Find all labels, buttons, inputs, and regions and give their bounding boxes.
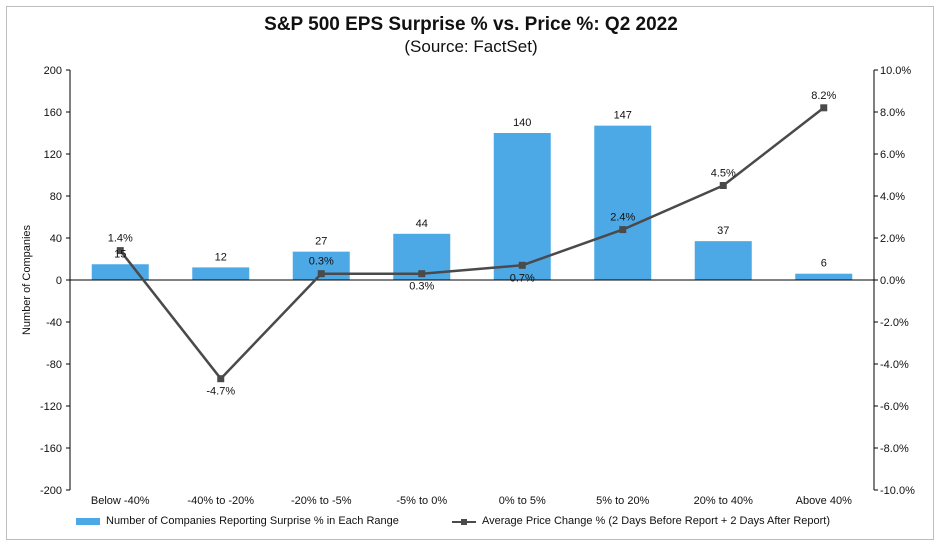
left-axis-tick-label: 160 xyxy=(44,107,62,119)
price-change-line xyxy=(119,106,825,380)
bar xyxy=(694,241,752,280)
line-point xyxy=(619,226,627,234)
line-data-label: 8.2% xyxy=(811,90,836,102)
x-axis-tick-label: Above 40% xyxy=(796,495,852,507)
line-point xyxy=(518,261,526,269)
chart-title: S&P 500 EPS Surprise % vs. Price %: Q2 2… xyxy=(264,14,678,35)
x-axis-tick-label: Below -40% xyxy=(91,495,150,507)
right-axis-tick-label: 8.0% xyxy=(880,107,905,119)
line-point xyxy=(116,247,124,255)
legend: Number of Companies Reporting Surprise %… xyxy=(0,515,942,533)
left-axis-tick-label: -40 xyxy=(46,317,62,329)
left-axis-tick-label: -200 xyxy=(40,485,62,497)
left-axis-tick-label: 80 xyxy=(50,191,62,203)
line-data-label: -4.7% xyxy=(206,386,235,398)
bar-data-label: 6 xyxy=(821,258,827,270)
legend-bar-label: Number of Companies Reporting Surprise %… xyxy=(106,515,399,527)
chart-frame xyxy=(6,6,934,540)
line-data-label: 0.7% xyxy=(510,272,535,284)
x-axis-tick-label: -20% to -5% xyxy=(291,495,352,507)
right-axis-tick-label: -4.0% xyxy=(880,359,909,371)
x-axis-tick-label: 5% to 20% xyxy=(596,495,649,507)
bar-data-label: 140 xyxy=(513,117,531,129)
right-axis-tick-label: -2.0% xyxy=(880,317,909,329)
right-axis-tick-label: 2.0% xyxy=(880,233,905,245)
x-axis-tick-label: -40% to -20% xyxy=(187,495,254,507)
bar xyxy=(795,273,853,280)
right-axis-tick-label: 4.0% xyxy=(880,191,905,203)
line-point xyxy=(217,375,225,383)
right-axis-tick-label: -10.0% xyxy=(880,485,915,497)
chart-subtitle: (Source: FactSet) xyxy=(404,37,538,56)
right-axis-tick-label: -8.0% xyxy=(880,443,909,455)
right-axis-tick-label: 10.0% xyxy=(880,65,911,77)
x-axis-tick-label: -5% to 0% xyxy=(396,495,447,507)
legend-item-bars: Number of Companies Reporting Surprise %… xyxy=(76,515,399,527)
bar-data-label: 12 xyxy=(215,251,227,263)
bar xyxy=(594,125,652,281)
left-axis-tick-label: -120 xyxy=(40,401,62,413)
x-axis-tick-label: 20% to 40% xyxy=(694,495,754,507)
line-point xyxy=(719,182,727,189)
line-data-label: 0.3% xyxy=(409,281,434,293)
left-axis-tick-label: 0 xyxy=(56,275,62,287)
line-point xyxy=(317,270,325,278)
line-data-label: 4.5% xyxy=(711,168,736,180)
bar-data-label: 147 xyxy=(614,110,632,122)
right-axis-tick-label: 6.0% xyxy=(880,149,905,161)
line-point xyxy=(820,104,828,112)
legend-line-swatch xyxy=(452,518,476,525)
line-point xyxy=(418,270,426,278)
bar xyxy=(493,133,551,280)
left-axis-tick-label: 120 xyxy=(44,149,62,161)
line-data-label: 0.3% xyxy=(309,256,334,268)
x-axis-tick-label: 0% to 5% xyxy=(499,495,546,507)
bar-data-label: 44 xyxy=(416,218,428,230)
line-data-label: 2.4% xyxy=(610,212,635,224)
line-data-label: 1.4% xyxy=(108,233,133,245)
right-axis-tick-label: 0.0% xyxy=(880,275,905,287)
right-axis-tick-label: -6.0% xyxy=(880,401,909,413)
left-axis-tick-label: -80 xyxy=(46,359,62,371)
bar xyxy=(192,267,250,280)
left-axis-tick-label: -160 xyxy=(40,443,62,455)
legend-bar-swatch xyxy=(76,517,100,525)
legend-line-label: Average Price Change % (2 Days Before Re… xyxy=(482,515,830,527)
left-axis-tick-label: 40 xyxy=(50,233,62,245)
bar-data-label: 37 xyxy=(717,225,729,237)
y-axis-title: Number of Companies xyxy=(21,224,33,335)
bar-data-label: 27 xyxy=(315,236,327,248)
bar-data-label: 15 xyxy=(114,248,126,260)
left-axis-tick-label: 200 xyxy=(44,65,62,77)
legend-item-line: Average Price Change % (2 Days Before Re… xyxy=(452,515,830,527)
